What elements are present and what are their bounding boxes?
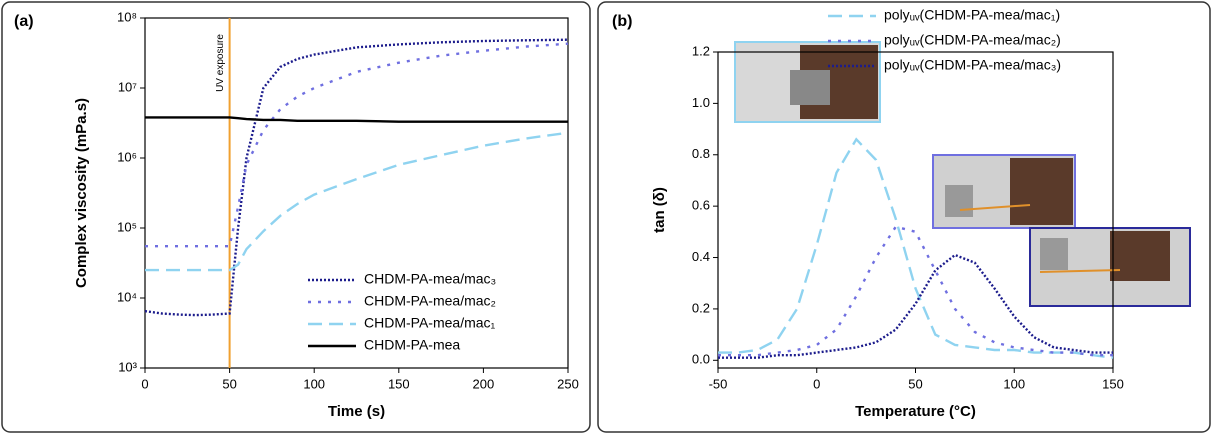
y-tick-label: 0.4 [692,249,710,264]
panel-frame [1,1,591,433]
panel-label: (b) [612,13,632,30]
series-line [145,131,569,272]
legend-label: CHDM-PA-mea/mac₂ [364,293,496,309]
series-line [144,38,569,317]
inset-photo [932,154,1076,229]
series-line [718,137,1114,359]
panel-label: (a) [14,13,34,30]
legend-label: polyᵤᵥ(CHDM-PA-mea/mac₃) [884,57,1061,73]
inset-photo [734,41,881,123]
legend-label: CHDM-PA-mea/mac₃ [364,271,496,287]
legend-label: CHDM-PA-mea [364,337,460,353]
series-line [145,116,568,123]
y-tick-label: 10³ [118,359,137,374]
legend-label: CHDM-PA-mea/mac₁ [364,315,496,331]
x-tick-label: 200 [473,376,495,391]
x-tick-label: 50 [908,376,922,391]
plot-frame [144,17,569,369]
y-tick-label: 10⁵ [117,219,137,234]
y-tick-label: 0.2 [692,300,710,315]
x-tick-label: -50 [709,376,728,391]
inset-photo [1029,227,1191,307]
x-axis-label: Time (s) [328,403,385,420]
y-tick-label: 0.0 [692,352,710,367]
y-axis-label: Complex viscosity (mPa.s) [73,98,90,288]
y-tick-label: 10⁷ [118,79,137,94]
legend-label: polyᵤᵥ(CHDM-PA-mea/mac₁) [884,7,1060,23]
x-tick-label: 150 [1102,376,1124,391]
x-tick-label: 0 [141,376,148,391]
x-tick-label: 0 [813,376,820,391]
y-tick-label: 1.2 [692,43,710,58]
annotation-text: UV exposure [215,34,226,92]
y-tick-label: 10⁸ [117,9,137,24]
y-tick-label: 0.6 [692,198,710,213]
series-line [145,42,569,248]
x-tick-label: 50 [222,376,236,391]
y-tick-label: 0.8 [692,146,710,161]
y-axis-label: tan (δ) [651,187,668,233]
x-tick-label: 250 [557,376,579,391]
x-tick-label: 100 [303,376,325,391]
x-axis-label: Temperature (°C) [855,403,976,420]
y-tick-label: 10⁶ [117,149,137,164]
legend-label: polyᵤᵥ(CHDM-PA-mea/mac₂) [884,32,1061,48]
x-tick-label: 100 [1003,376,1025,391]
y-tick-label: 1.0 [692,95,710,110]
x-tick-label: 150 [388,376,410,391]
y-tick-label: 10⁴ [117,289,137,304]
panel-frame [597,1,1211,433]
